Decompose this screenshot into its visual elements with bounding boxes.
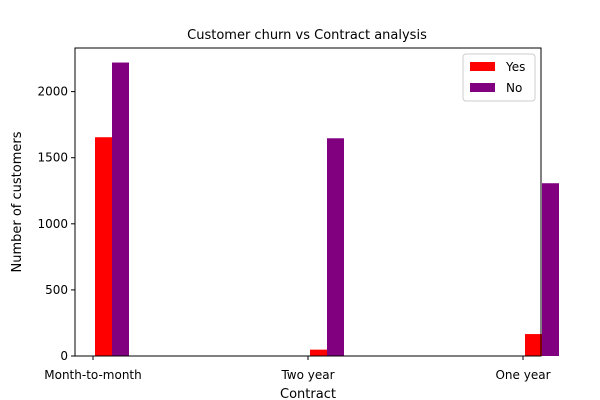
y-tick-label: 2000: [37, 85, 68, 99]
bars-layer: [95, 62, 559, 356]
bar-yes-1: [310, 349, 327, 356]
y-tick-label: 1000: [37, 217, 68, 231]
y-tick-label: 500: [45, 283, 68, 297]
legend-swatch-yes: [470, 62, 495, 71]
y-tick-label: 0: [60, 349, 68, 363]
y-axis-label: Number of customers: [10, 131, 25, 272]
x-tick-label: One year: [495, 368, 550, 382]
chart-title: Customer churn vs Contract analysis: [187, 28, 427, 43]
legend-swatch-no: [470, 83, 495, 92]
x-tick-label: Month-to-month: [44, 368, 142, 382]
bar-yes-2: [525, 334, 542, 356]
x-axis: Month-to-month Two year One year: [44, 356, 551, 382]
legend-label-no: No: [506, 81, 522, 95]
legend: Yes No: [462, 53, 536, 102]
x-tick-label: Two year: [280, 368, 334, 382]
legend-label-yes: Yes: [505, 60, 525, 74]
bar-no-0: [112, 62, 129, 356]
bar-no-2: [542, 183, 559, 356]
y-tick-label: 1500: [37, 151, 68, 165]
bar-yes-0: [95, 137, 112, 356]
bar-no-1: [327, 138, 344, 356]
y-axis: 0 500 1000 1500 2000: [37, 85, 75, 363]
x-axis-label: Contract: [280, 387, 336, 400]
